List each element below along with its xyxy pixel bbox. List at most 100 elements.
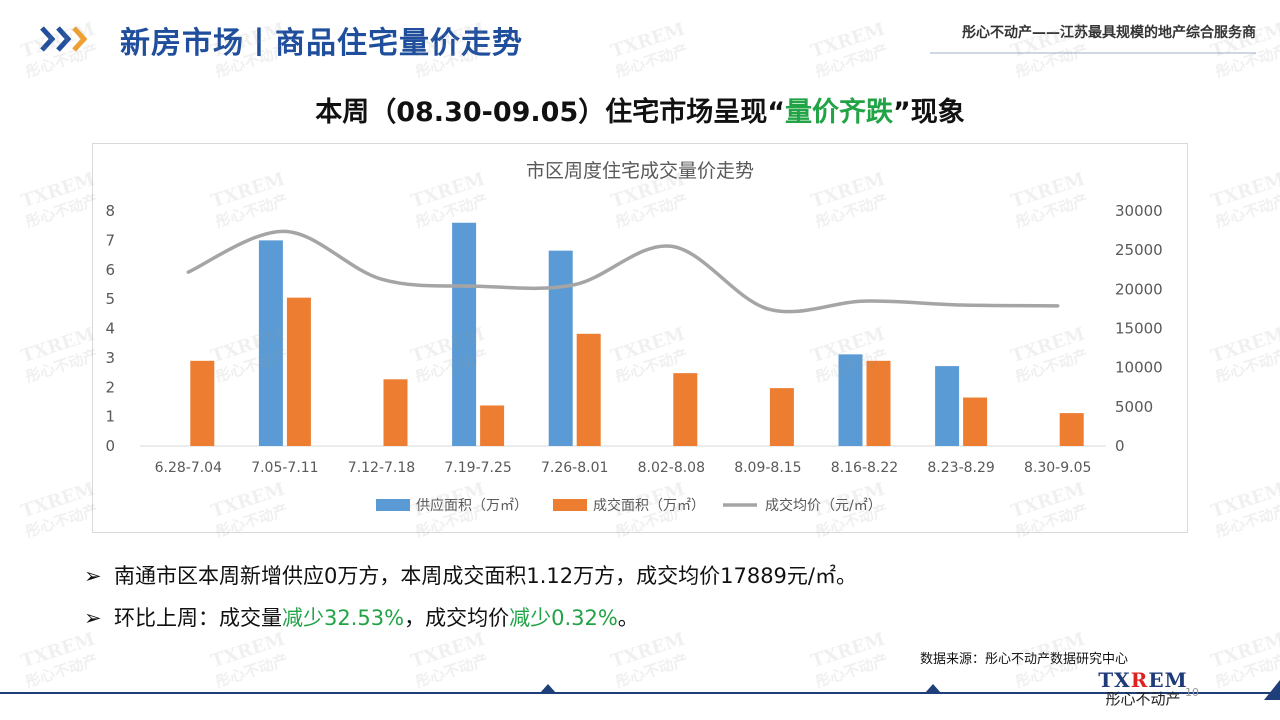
legend-label: 成交均价（元/㎡） <box>765 497 882 514</box>
slide-headline: 本周（08.30-09.05）住宅市场呈现“量价齐跌”现象 <box>0 90 1280 129</box>
corner-mark <box>1264 680 1280 700</box>
headline-suffix: ”现象 <box>893 97 965 128</box>
header: 新房市场丨商品住宅量价走势 彤心不动产——江苏最具规模的地产综合服务商 <box>0 0 1280 80</box>
logo-text: EM <box>1148 668 1188 692</box>
bar-transaction <box>576 333 601 446</box>
watermark: TXREM <box>1208 628 1280 673</box>
bullet-text: 。 <box>617 606 639 630</box>
bar-transaction <box>866 360 891 446</box>
bar-supply <box>838 354 863 446</box>
bar-transaction <box>190 360 215 446</box>
bar-transaction <box>286 297 311 446</box>
watermark: TXREM <box>1208 168 1280 213</box>
watermark: 彤心不动产 <box>23 650 101 692</box>
footer-divider <box>0 692 1280 694</box>
watermark: 彤心不动产 <box>1213 190 1280 232</box>
watermark: 彤心不动产 <box>23 500 101 542</box>
bar-supply <box>548 250 573 446</box>
bullet-text: ，成交均价 <box>404 606 510 630</box>
legend-label: 供应面积（万㎡） <box>416 497 528 514</box>
watermark: 彤心不动产 <box>1213 345 1280 387</box>
y-left-tick-label: 0 <box>105 437 115 455</box>
bullet-summary: ➢ 南通市区本周新增供应0万方，本周成交面积1.12万方，成交均价17889元/㎡… <box>84 560 857 590</box>
watermark: 彤心不动产 <box>1213 500 1280 542</box>
watermark: TXREM <box>1208 323 1280 368</box>
watermark: TXREM <box>208 628 288 673</box>
x-tick-label: 8.16-8.22 <box>831 460 898 476</box>
watermark: 彤心不动产 <box>413 650 491 692</box>
y-left-tick-label: 1 <box>105 408 115 426</box>
x-tick-label: 8.02-8.08 <box>638 460 705 476</box>
page-number: 10 <box>1185 686 1199 699</box>
y-left-tick-label: 8 <box>105 202 115 220</box>
y-left-tick-label: 3 <box>105 349 115 367</box>
logo-text: TX <box>1098 668 1131 692</box>
x-tick-label: 6.28-7.04 <box>155 460 222 476</box>
bar-supply <box>452 222 477 446</box>
y-left-tick-label: 7 <box>105 231 115 249</box>
y-right-tick-label: 25000 <box>1115 241 1163 259</box>
header-divider <box>930 52 1256 54</box>
price-volume-chart: 市区周度住宅成交量价走势 0 1 2 3 4 5 6 7 8 0 5000 10000 15000 2000… <box>105 160 1163 514</box>
watermark: 彤心不动产 <box>23 190 101 232</box>
watermark: 彤心不动产 <box>1213 650 1280 692</box>
bullet-arrow-icon: ➢ <box>84 564 102 588</box>
bar-transaction <box>963 397 988 446</box>
bullet-text: 环比上周：成交量 <box>114 606 282 630</box>
bar-transaction <box>673 373 698 446</box>
bar-supply <box>258 240 283 446</box>
footer-triangle-icon <box>925 684 941 693</box>
y-left-tick-label: 4 <box>105 320 115 338</box>
watermark: TXREM <box>808 628 888 673</box>
y-right-tick-label: 10000 <box>1115 359 1163 377</box>
watermark: TXREM <box>18 628 98 673</box>
x-tick-label: 7.05-7.11 <box>251 460 318 476</box>
bar-transaction <box>1059 413 1084 446</box>
watermark: 彤心不动产 <box>213 650 291 692</box>
volume-change: 减少32.53% <box>282 606 405 630</box>
bullet-comparison: ➢ 环比上周：成交量减少32.53%，成交均价减少0.32%。 <box>84 602 639 632</box>
y-right-tick-label: 5000 <box>1115 398 1153 416</box>
watermark: TXREM <box>1208 478 1280 523</box>
footer-logo: TXREM 彤心不动产 <box>1098 670 1188 708</box>
x-tick-label: 8.09-8.15 <box>734 460 801 476</box>
logo-text: R <box>1130 668 1149 692</box>
watermark: TXREM <box>608 628 688 673</box>
line-avg-price <box>186 229 1060 314</box>
watermark: TXREM <box>18 478 98 523</box>
watermark: 彤心不动产 <box>613 650 691 692</box>
bar-transaction <box>480 405 505 446</box>
bullet-text: 南通市区本周新增供应0万方，本周成交面积1.12万方，成交均价17889元/㎡。 <box>114 564 857 588</box>
bar-transaction <box>769 388 794 446</box>
logo-subtitle: 彤心不动产 <box>1105 690 1181 708</box>
watermark: 彤心不动产 <box>813 650 891 692</box>
headline-highlight: 量价齐跌 <box>785 97 893 128</box>
y-right-tick-label: 0 <box>1115 437 1125 455</box>
page-title: 新房市场丨商品住宅量价走势 <box>120 26 523 61</box>
y-right-tick-label: 15000 <box>1115 320 1163 338</box>
bullet-arrow-icon: ➢ <box>84 606 102 630</box>
y-left-tick-label: 6 <box>105 261 115 279</box>
watermark: TXREM <box>408 628 488 673</box>
chart-container: 市区周度住宅成交量价走势 0 1 2 3 4 5 6 7 8 0 5000 10000 15000 2000… <box>92 143 1188 533</box>
watermark: TXREM <box>18 168 98 213</box>
x-tick-label: 7.12-7.18 <box>348 460 415 476</box>
company-tagline: 彤心不动产——江苏最具规模的地产综合服务商 <box>962 25 1256 41</box>
bar-transaction <box>383 379 408 446</box>
legend-swatch <box>553 499 587 511</box>
headline-prefix: 本周（08.30-09.05）住宅市场呈现“ <box>315 97 785 128</box>
price-change: 减少0.32% <box>509 606 618 630</box>
y-right-tick-label: 20000 <box>1115 280 1163 298</box>
legend-swatch <box>376 499 410 511</box>
x-tick-label: 8.23-8.29 <box>927 460 994 476</box>
x-tick-label: 8.30-9.05 <box>1024 460 1091 476</box>
y-left-tick-label: 5 <box>105 290 115 308</box>
watermark: 彤心不动产 <box>23 345 101 387</box>
x-tick-label: 7.26-8.01 <box>541 460 608 476</box>
data-source: 数据来源：彤心不动产数据研究中心 <box>920 652 1129 667</box>
bar-supply <box>935 366 960 446</box>
x-tick-label: 7.19-7.25 <box>444 460 511 476</box>
y-right-tick-label: 30000 <box>1115 202 1163 220</box>
chevron-right-icon <box>40 26 88 52</box>
legend-label: 成交面积（万㎡） <box>593 497 705 514</box>
